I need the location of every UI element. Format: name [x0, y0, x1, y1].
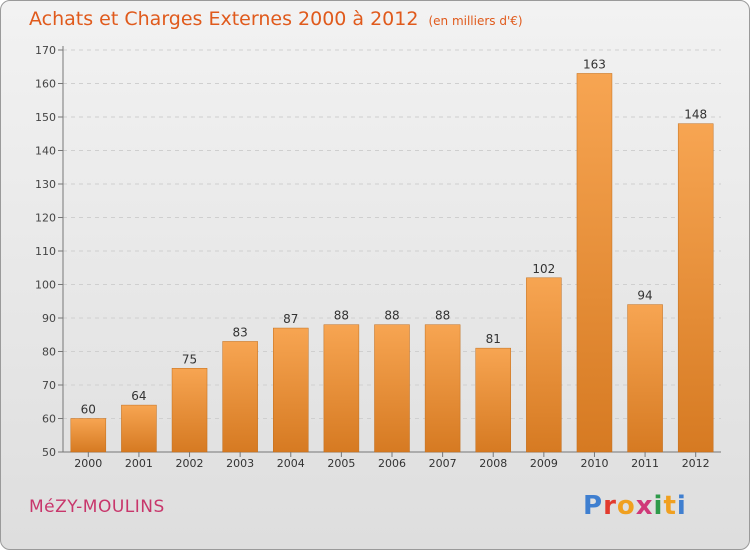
- chart-title: Achats et Charges Externes 2000 à 2012 (e…: [29, 8, 523, 30]
- bar-value-label: 102: [532, 262, 555, 276]
- y-tick-label: 170: [35, 44, 56, 57]
- bar-value-label: 87: [283, 312, 298, 326]
- bar-value-label: 88: [334, 309, 349, 323]
- bar: [323, 324, 360, 453]
- bar: [374, 324, 410, 453]
- x-tick-label: 2005: [327, 457, 355, 470]
- logo-letter: i: [653, 491, 664, 521]
- bar-value-label: 60: [81, 403, 96, 417]
- logo-letter: r: [603, 491, 617, 521]
- bar: [424, 324, 461, 453]
- x-tick-label: 2001: [125, 457, 153, 470]
- bar-value-label: 163: [583, 57, 606, 71]
- y-tick-label: 70: [42, 379, 56, 392]
- bar-value-label: 148: [684, 108, 707, 122]
- y-tick-label: 80: [42, 346, 56, 359]
- bar-value-label: 94: [637, 289, 652, 303]
- bar: [576, 73, 613, 453]
- x-tick-label: 2011: [631, 457, 659, 470]
- bar-value-label: 81: [486, 332, 501, 346]
- proxiti-logo: Proxiti: [583, 491, 687, 521]
- bar: [70, 418, 107, 453]
- logo-letter: x: [635, 491, 654, 521]
- bar: [627, 304, 663, 453]
- x-tick-label: 2003: [226, 457, 254, 470]
- logo-letter: o: [616, 491, 636, 521]
- x-tick-label: 2010: [580, 457, 608, 470]
- x-tick-label: 2004: [277, 457, 305, 470]
- y-tick-label: 160: [35, 78, 56, 91]
- y-tick-label: 60: [42, 413, 56, 426]
- x-tick-label: 2009: [530, 457, 558, 470]
- bar: [273, 327, 309, 453]
- logo-letter: t: [663, 491, 677, 521]
- y-tick-label: 100: [35, 279, 56, 292]
- y-tick-label: 90: [42, 312, 56, 325]
- y-tick-label: 120: [35, 212, 56, 225]
- bar-value-label: 88: [435, 309, 450, 323]
- commune-name: MéZY-MOULINS: [29, 497, 165, 517]
- x-tick-label: 2006: [378, 457, 406, 470]
- x-tick-label: 2007: [429, 457, 457, 470]
- y-tick-label: 110: [35, 245, 56, 258]
- y-tick-label: 150: [35, 111, 56, 124]
- x-tick-label: 2008: [479, 457, 507, 470]
- bar: [677, 123, 714, 453]
- y-tick-label: 50: [42, 446, 56, 459]
- y-tick-label: 140: [35, 145, 56, 158]
- bar: [526, 277, 562, 453]
- chart-subtitle: (en milliers d'€): [428, 14, 523, 28]
- bar: [121, 404, 157, 453]
- bar: [222, 341, 258, 453]
- bar-value-label: 64: [131, 389, 146, 403]
- bar: [171, 368, 208, 453]
- x-tick-label: 2002: [176, 457, 204, 470]
- x-tick-label: 2012: [682, 457, 710, 470]
- x-tick-label: 2000: [74, 457, 102, 470]
- bar-value-label: 83: [233, 325, 248, 339]
- y-tick-label: 130: [35, 178, 56, 191]
- bar: [475, 347, 511, 453]
- logo-letter: P: [583, 491, 604, 521]
- chart-title-text: Achats et Charges Externes 2000 à 2012: [29, 8, 419, 30]
- bar-value-label: 75: [182, 352, 197, 366]
- bar-value-label: 88: [384, 309, 399, 323]
- logo-letter: i: [676, 491, 687, 521]
